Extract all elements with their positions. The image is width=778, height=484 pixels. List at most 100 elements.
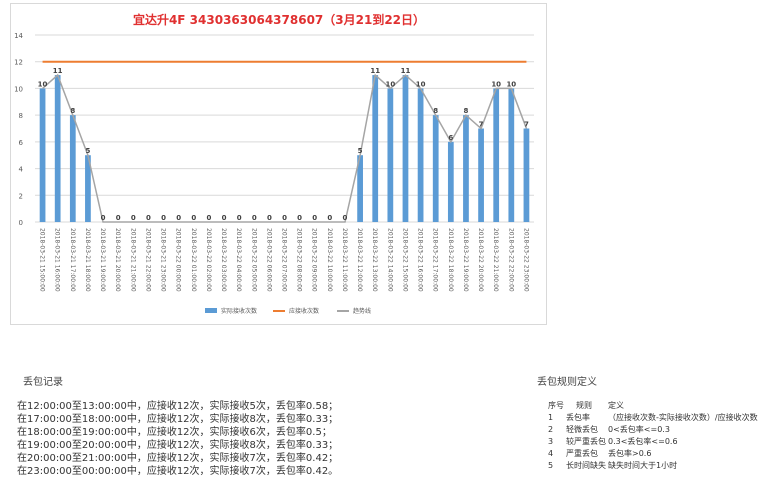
chart-title: 宜达升4F 3430363064378607（3月21到22日） [133,12,425,27]
y-tick-label: 10 [14,85,23,93]
legend-label: 实际接收次数 [221,307,257,315]
data-label: 7 [524,121,529,129]
rule-name: 严重丢包 [566,449,598,458]
y-tick-label: 6 [19,139,24,147]
x-tick-label: 2018-03-22 10:00:00 [326,228,333,292]
rules-header-row: 序号 规则 定义 [548,400,758,412]
x-tick-label: 2018-03-22 01:00:00 [190,228,197,292]
data-label: 5 [85,147,90,155]
bar [417,88,424,222]
bar [357,155,363,222]
y-tick-label: 8 [19,112,23,120]
x-tick-label: 2018-03-21 20:00:00 [114,228,121,292]
data-label: 0 [237,214,242,222]
data-label: 0 [206,214,211,222]
data-label: 10 [506,80,516,88]
bar [447,141,454,222]
bar [508,88,515,222]
record-line: 在17:00:00至18:00:00中，应接收12次，实际接收8次，丢包率0.3… [17,414,339,425]
x-tick-label: 2018-03-21 21:00:00 [129,228,136,292]
bar [387,88,394,222]
x-tick-label: 2018-03-22 17:00:00 [432,228,439,292]
x-tick-label: 2018-03-21 18:00:00 [84,228,91,292]
data-label: 11 [401,67,411,75]
bar [478,128,484,222]
data-label: 11 [370,67,380,75]
rule-index: 5 [548,461,554,470]
rules-row: 3 较严重丢包 0.3<丢包率<=0.6 [548,436,758,448]
y-tick-label: 12 [14,59,23,67]
x-tick-label: 2018-03-22 03:00:00 [220,228,227,292]
x-tick-label: 2018-03-22 13:00:00 [371,228,378,292]
data-label: 0 [267,214,272,222]
rules-table: 序号 规则 定义 1 丢包率 （应接收次数-实际接收次数）/应接收次数 2 轻微… [548,400,758,472]
record-line: 在19:00:00至20:00:00中，应接收12次，实际接收8次，丢包率0.3… [17,440,339,451]
data-label: 10 [416,80,426,88]
bar [69,115,76,222]
x-tick-label: 2018-03-22 22:00:00 [507,228,514,292]
bar [39,88,46,222]
header-index: 序号 [548,401,564,410]
x-tick-label: 2018-03-22 06:00:00 [265,228,272,292]
chart-panel: 宜达升4F 3430363064378607（3月21到22日） 0 2 4 6 8 10 1… [10,3,547,325]
x-tick-label: 2018-03-22 18:00:00 [447,228,454,292]
rules-row: 5 长时间缺失 缺失时间大于1小时 [548,460,758,472]
data-label: 0 [282,214,287,222]
data-label: 8 [464,107,469,115]
rules-row: 1 丢包率 （应接收次数-实际接收次数）/应接收次数 [548,412,758,424]
rule-index: 2 [548,425,554,434]
x-tick-label: 2018-03-22 00:00:00 [175,228,182,292]
rule-definition: 0<丢包率<=0.3 [608,425,670,434]
x-tick-label: 2018-03-22 02:00:00 [205,228,212,292]
x-tick-label: 2018-03-22 15:00:00 [401,228,408,292]
data-label: 0 [191,214,196,222]
rule-index: 4 [548,449,554,458]
rule-name: 丢包率 [566,413,590,422]
rules-row: 2 轻微丢包 0<丢包率<=0.3 [548,424,758,436]
data-label: 0 [131,214,136,222]
x-tick-label: 2018-03-22 20:00:00 [477,228,484,292]
x-tick-label: 2018-03-22 04:00:00 [235,228,242,292]
data-label: 6 [448,134,453,142]
rules-row: 4 严重丢包 丢包率>0.6 [548,448,758,460]
rule-index: 3 [548,437,554,446]
x-tick-label: 2018-03-22 11:00:00 [341,228,348,292]
trend-line [42,73,528,223]
header-rule: 规则 [576,401,592,410]
x-tick-label: 2018-03-22 16:00:00 [417,228,424,292]
data-label: 0 [176,214,181,222]
rule-definition: 丢包率>0.6 [608,449,652,458]
data-label: 0 [312,214,317,222]
rule-definition: （应接收次数-实际接收次数）/应接收次数 [608,413,758,422]
x-tick-label: 2018-03-22 07:00:00 [281,228,288,292]
bar [463,115,469,222]
bar [54,75,61,222]
rule-name: 较严重丢包 [566,437,606,446]
y-tick-label: 2 [19,192,23,200]
data-label: 10 [38,80,48,88]
rule-definition: 缺失时间大于1小时 [608,461,678,470]
x-tick-label: 2018-03-22 21:00:00 [492,228,499,292]
records-title: 丢包记录 [23,377,63,388]
data-label: 0 [297,214,302,222]
bar [85,155,91,222]
x-tick-label: 2018-03-21 17:00:00 [69,228,76,292]
bar [432,115,439,222]
x-tick-label: 2018-03-21 19:00:00 [99,228,106,292]
record-line: 在18:00:00至19:00:00中，应接收12次，实际接收6次，丢包率0.5… [17,427,332,438]
rules-title: 丢包规则定义 [537,377,597,388]
legend-label: 趋势线 [353,307,371,315]
x-tick-label: 2018-03-21 16:00:00 [54,228,61,292]
loss-records-list: 在12:00:00至13:00:00中，应接收12次，实际接收5次，丢包率0.5… [17,400,338,478]
data-label: 7 [479,121,484,129]
x-tick-label: 2018-03-22 05:00:00 [250,228,257,292]
y-tick-label: 14 [14,32,23,40]
x-tick-label: 2018-03-22 14:00:00 [386,228,393,292]
legend-label: 应接收次数 [289,307,319,315]
data-label: 8 [70,107,75,115]
y-tick-label: 0 [19,219,23,227]
record-line: 在12:00:00至13:00:00中，应接收12次，实际接收5次，丢包率0.5… [17,401,339,412]
x-tick-label: 2018-03-22 09:00:00 [311,228,318,292]
bar [493,88,500,222]
data-label: 0 [146,214,151,222]
